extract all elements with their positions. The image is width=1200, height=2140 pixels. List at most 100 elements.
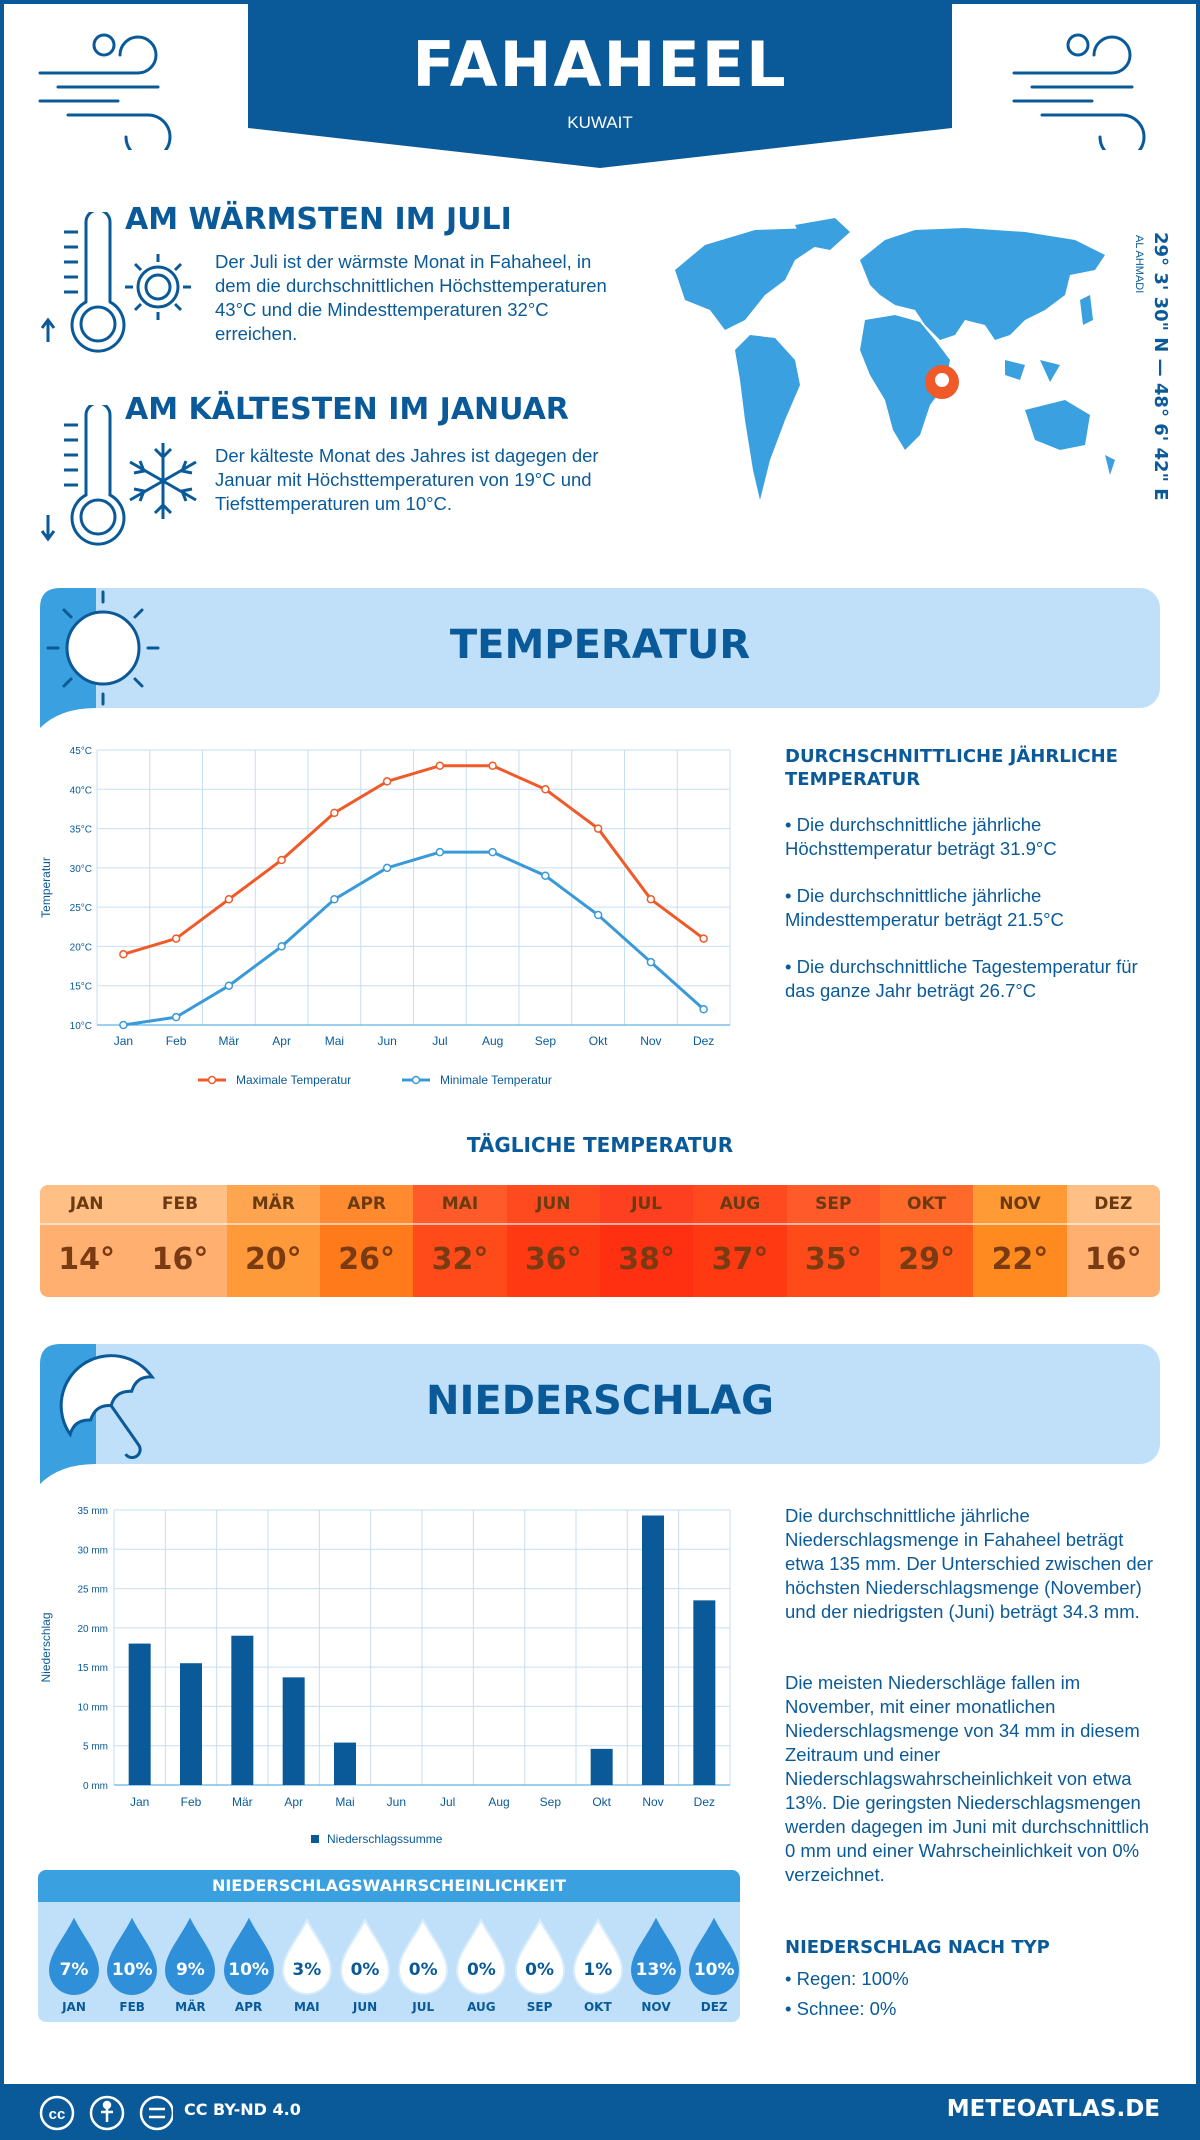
x-tick-label: Mär (232, 1795, 253, 1809)
min-temp-point (277, 942, 286, 951)
raindrop-icon (689, 1917, 740, 1995)
probability-drops: 7% JAN 10% FEB 9% MÄR 10% APR 3% MAI 0% JUN 0% JUL 0% A… (38, 1916, 740, 2016)
annual-temp-title: DURCHSCHNITTLICHE JÄHRLICHE TEMPERATUR (785, 746, 1118, 790)
max-temp-point (277, 855, 286, 865)
raindrop-shape (165, 1917, 216, 1995)
probability-month: APR (234, 2000, 263, 2014)
precip-bar (693, 1600, 716, 1785)
x-tick-label: Mär (219, 1034, 240, 1048)
license-text: CC BY-ND 4.0 (184, 2100, 301, 2119)
probability-value: 0% (408, 1960, 438, 1980)
daily-temp-value: 29° (879, 1223, 974, 1297)
site-link[interactable]: METEOATLAS.DE (946, 2096, 1160, 2122)
max-temp-point (171, 934, 181, 943)
precip-bar (282, 1677, 305, 1785)
wind-icon-left (38, 33, 172, 150)
daily-month-label: JUN (506, 1185, 600, 1223)
raindrop-shape (689, 1917, 740, 1995)
precip-bar (642, 1515, 664, 1785)
x-tick-label: Nov (640, 1034, 661, 1048)
daily-month-col: SEP 35° (786, 1185, 880, 1297)
daily-month-col: JUL 38° (599, 1185, 694, 1297)
precip-bar (590, 1748, 613, 1785)
probability-title: NIEDERSCHLAGSWAHRSCHEINLICHKEIT (38, 1870, 740, 1902)
precip-type-rain: • Regen: 100% (785, 1968, 909, 1989)
x-tick-label: Okt (592, 1795, 611, 1809)
probability-value: 10% (693, 1960, 735, 1980)
raindrop-icon (456, 1917, 507, 1995)
precip-probability-box: NIEDERSCHLAGSWAHRSCHEINLICHKEIT 7% JAN 10%… (38, 1870, 740, 2022)
legend-label: Maximale Temperatur (236, 1073, 351, 1087)
precip-type-title: NIEDERSCHLAG NACH TYP (785, 1937, 1050, 1958)
daily-month-col: JUN 36° (506, 1185, 600, 1297)
daily-month-label: FEB (133, 1185, 227, 1223)
sun-icon (40, 588, 160, 728)
max-temp-point (330, 808, 339, 818)
x-tick-label: Mai (325, 1034, 344, 1048)
probability-value: 13% (635, 1960, 677, 1980)
max-temp-point (488, 761, 497, 770)
thermometer-sun-icon (40, 212, 191, 353)
daily-temp-value: 20° (226, 1223, 320, 1297)
precip-text-2: Die meisten Niederschläge fallen im Nove… (785, 1672, 1150, 1885)
daily-month-col: MÄR 20° (226, 1185, 320, 1297)
max-temp-point (699, 934, 708, 943)
probability-month: MÄR (175, 2000, 206, 2014)
daily-month-label: OKT (879, 1185, 974, 1223)
probability-value: 0% (525, 1960, 555, 1980)
y-tick-label: 40°C (70, 785, 92, 796)
raindrop-shape (514, 1917, 565, 1995)
daily-temp-title: TÄGLICHE TEMPERATUR (466, 1133, 734, 1157)
daily-month-label: APR (319, 1185, 414, 1223)
x-tick-label: Feb (181, 1795, 202, 1809)
probability-drop: 1% OKT (569, 1916, 627, 2014)
raindrop-icon (514, 1917, 565, 1995)
coldest-title: AM KÄLTESTEN IM JANUAR (125, 392, 569, 427)
thermometer-snow-icon (40, 405, 197, 546)
probability-value: 1% (583, 1960, 613, 1980)
x-tick-label: Jun (377, 1034, 396, 1048)
y-tick-label: 15°C (70, 982, 92, 993)
raindrop-shape (398, 1917, 449, 1995)
footer (0, 2084, 1200, 2140)
probability-drop: 10% DEZ (685, 1916, 740, 2014)
probability-drop: 0% SEP (511, 1916, 569, 2014)
probability-drop: 9% MÄR (161, 1916, 219, 2014)
x-tick-label: Sep (540, 1795, 562, 1809)
probability-drop: 0% JUL (394, 1916, 452, 2014)
probability-month: JAN (62, 2000, 86, 2014)
precip-title: NIEDERSCHLAG (426, 1378, 774, 1424)
y-tick-label: 10 mm (77, 1702, 108, 1713)
daily-month-col: NOV 22° (973, 1185, 1067, 1297)
raindrop-shape (339, 1917, 391, 1995)
daily-temp-value: 16° (133, 1223, 227, 1297)
max-temp-point (593, 824, 603, 833)
precip-bar (180, 1663, 202, 1785)
coldest-text: Der kälteste Monat des Jahres ist dagege… (215, 445, 599, 514)
min-temp-point (593, 910, 603, 920)
probability-month: DEZ (700, 2000, 728, 2014)
probability-drop: 7% JAN (45, 1916, 103, 2014)
probability-value: 0% (350, 1960, 380, 1980)
annual-min-text: • Die durchschnittliche jährliche Mindes… (785, 885, 1064, 930)
y-tick-label: 30°C (70, 864, 92, 875)
raindrop-icon (165, 1917, 216, 1995)
y-tick-label: 5 mm (83, 1742, 108, 1753)
probability-value: 9% (175, 1960, 205, 1980)
max-temp-point (646, 895, 656, 904)
coordinates: 29° 3' 30" N — 48° 6' 42" E (1150, 232, 1171, 501)
precip-type-snow: • Schnee: 0% (785, 1998, 897, 2019)
daily-month-label: JAN (40, 1185, 134, 1223)
probability-month: NOV (641, 2000, 671, 2014)
umbrella-rain-icon (40, 1344, 156, 1484)
header-banner (248, 0, 952, 168)
max-temp-point (224, 895, 234, 904)
raindrop-shape (281, 1917, 332, 1995)
probability-drop: 0% JUN (336, 1916, 394, 2014)
y-tick-label: 25 mm (77, 1585, 108, 1596)
daily-temp-value: 37° (693, 1223, 787, 1297)
probability-month: MAI (293, 2000, 320, 2014)
precip-text-1: Die durchschnittliche jährliche Niedersc… (785, 1505, 1154, 1622)
daily-temp-value: 16° (1066, 1223, 1160, 1297)
y-tick-label: 20°C (70, 942, 92, 953)
